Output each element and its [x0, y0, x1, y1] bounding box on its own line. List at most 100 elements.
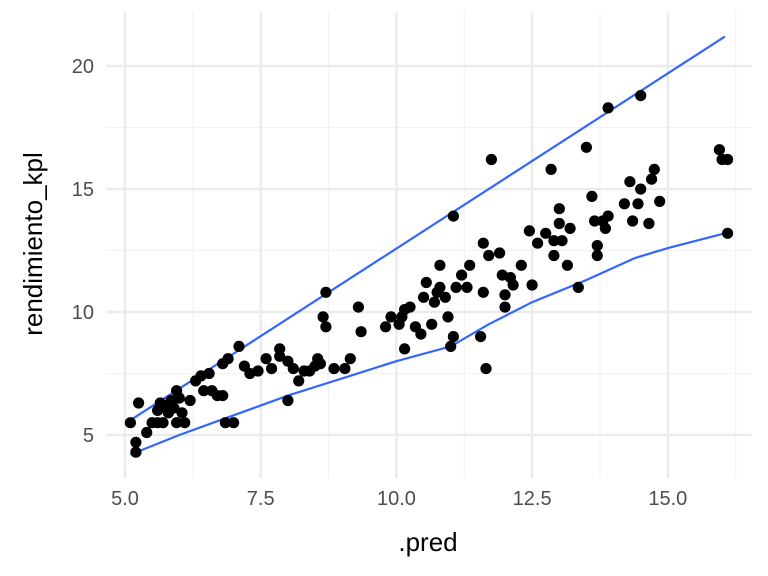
data-point — [591, 240, 603, 252]
data-point — [461, 281, 473, 293]
data-point — [632, 198, 644, 210]
data-point — [442, 311, 454, 323]
y-tick-label: 20 — [72, 56, 94, 78]
data-point — [439, 291, 451, 303]
data-point — [418, 291, 430, 303]
x-axis-ticks: 5.0 7.5 10.0 12.5 15.0 — [111, 488, 687, 510]
series-line-2 — [129, 232, 726, 456]
data-point — [320, 286, 332, 298]
data-point — [274, 343, 286, 355]
data-point — [646, 173, 658, 185]
data-point — [426, 318, 438, 330]
data-point — [222, 353, 234, 365]
data-point — [602, 102, 614, 114]
x-tick-label: 10.0 — [377, 488, 416, 510]
data-point — [499, 301, 511, 313]
data-point — [415, 328, 427, 340]
data-point — [722, 153, 734, 166]
data-point — [176, 407, 188, 419]
data-point — [173, 392, 185, 404]
data-point — [643, 217, 655, 230]
data-point — [572, 281, 584, 293]
data-point — [266, 363, 278, 375]
data-point — [179, 417, 191, 429]
data-point — [168, 402, 180, 414]
data-point — [722, 227, 734, 239]
data-point — [404, 301, 416, 313]
data-point — [480, 363, 492, 375]
data-point — [618, 198, 631, 210]
data-point — [561, 259, 574, 271]
data-point — [624, 176, 636, 188]
data-point — [385, 311, 397, 323]
data-point — [564, 222, 576, 234]
data-point — [526, 279, 538, 291]
data-point — [445, 340, 457, 352]
data-point — [293, 375, 305, 387]
data-point — [483, 249, 495, 262]
data-point — [141, 426, 153, 439]
data-points — [124, 90, 734, 458]
data-point — [580, 141, 593, 153]
y-tick-label: 5 — [83, 425, 94, 447]
data-point — [287, 363, 299, 375]
data-point — [540, 227, 552, 239]
data-point — [355, 326, 367, 338]
data-point — [464, 259, 476, 271]
data-point — [171, 417, 183, 429]
data-point — [428, 296, 440, 308]
data-point — [447, 331, 459, 343]
data-point — [450, 281, 462, 293]
x-tick-label: 15.0 — [648, 488, 687, 510]
data-point — [434, 281, 446, 293]
data-point — [380, 321, 392, 333]
data-point — [203, 367, 215, 380]
data-point — [586, 190, 598, 202]
data-point — [713, 144, 726, 156]
data-point — [556, 235, 568, 247]
data-point — [344, 353, 356, 365]
data-point — [635, 183, 647, 195]
data-point — [548, 249, 560, 262]
data-point — [282, 394, 294, 407]
data-point — [130, 436, 142, 448]
data-point — [198, 385, 210, 397]
y-tick-label: 10 — [72, 302, 94, 324]
data-point — [548, 235, 560, 247]
data-point — [317, 311, 329, 323]
data-point — [133, 397, 145, 409]
data-point — [589, 215, 601, 227]
data-point — [599, 222, 612, 234]
data-point — [130, 446, 142, 458]
data-point — [157, 417, 169, 429]
x-tick-label: 7.5 — [247, 488, 275, 510]
data-point — [477, 237, 489, 249]
data-point — [314, 358, 326, 370]
data-point — [456, 269, 468, 281]
data-point — [447, 210, 459, 222]
data-point — [494, 247, 506, 259]
y-axis-ticks: 5 10 15 20 — [72, 56, 94, 447]
data-point — [485, 153, 497, 166]
data-point — [124, 417, 136, 429]
data-point — [217, 390, 229, 402]
data-point — [252, 365, 264, 377]
data-point — [434, 259, 446, 271]
data-point — [228, 417, 240, 429]
data-point — [553, 203, 565, 215]
data-point — [507, 279, 519, 291]
data-point — [260, 353, 272, 365]
data-point — [523, 225, 536, 237]
data-point — [654, 195, 666, 207]
data-point — [475, 331, 487, 343]
data-point — [477, 286, 489, 298]
data-point — [352, 301, 364, 313]
data-point — [545, 163, 557, 175]
data-point — [339, 363, 351, 375]
data-point — [627, 215, 639, 227]
data-point — [515, 259, 527, 271]
data-point — [553, 217, 565, 230]
x-tick-label: 5.0 — [111, 488, 139, 510]
x-axis-title: .pred — [398, 527, 457, 557]
